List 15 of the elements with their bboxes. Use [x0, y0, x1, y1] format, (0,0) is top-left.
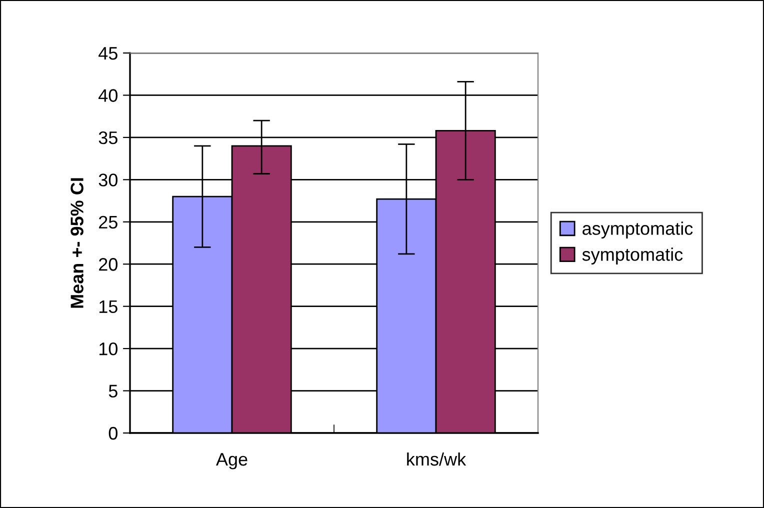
y-axis-title: Mean +- 95% CI [70, 178, 84, 308]
y-tick-label: 15 [99, 300, 118, 314]
y-tick-label: 40 [98, 89, 118, 102]
y-tick-label: 35 [98, 131, 118, 144]
x-tick-label: Age [216, 453, 248, 470]
y-tick-label: 45 [98, 47, 118, 60]
y-tick-label: 10 [99, 342, 118, 356]
y-tick-label: 30 [98, 174, 118, 186]
y-tick-label: 20 [99, 258, 118, 271]
legend-label: symptomatic [582, 248, 683, 264]
y-tick-label: 25 [99, 216, 118, 229]
x-tick-label: kms/wk [407, 452, 466, 466]
y-tick-label: 5 [108, 384, 118, 398]
legend-label: asymptomatic [582, 222, 693, 238]
y-tick-label: 0 [108, 426, 118, 440]
